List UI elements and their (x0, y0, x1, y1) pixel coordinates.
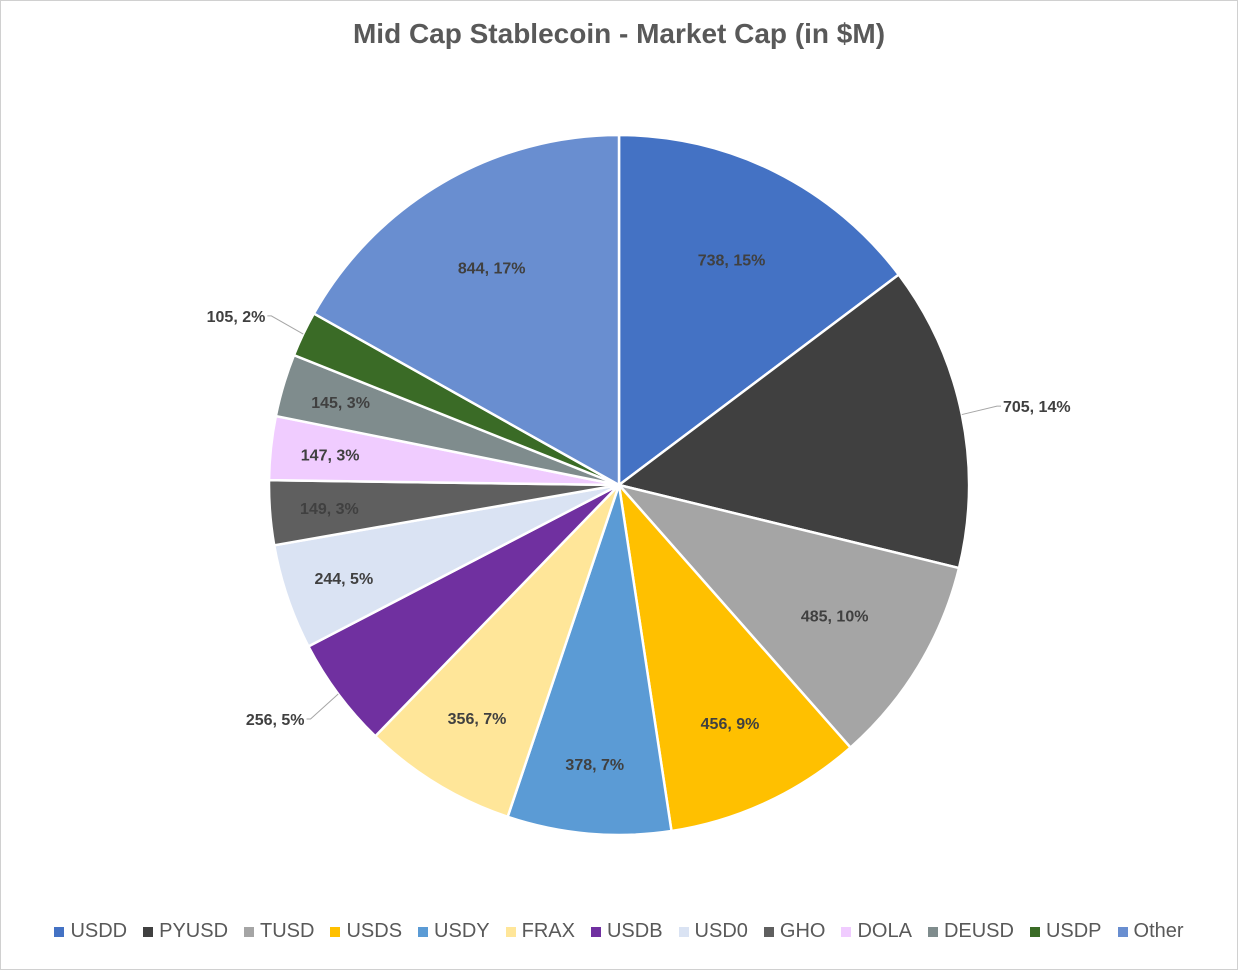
legend-label: DOLA (857, 920, 912, 942)
legend-label: Other (1133, 920, 1184, 942)
chart-title: Mid Cap Stablecoin - Market Cap (in $M) (352, 18, 886, 49)
legend-swatch (1117, 926, 1128, 937)
legend-item-frax: FRAX (505, 920, 575, 943)
legend-label: USDB (606, 920, 663, 942)
legend-item-gho: GHO (763, 920, 826, 943)
pie-slice-usdy (506, 484, 673, 837)
legend-label: USDS (346, 920, 403, 942)
legend-swatch (763, 926, 774, 937)
legend-swatch (678, 926, 689, 937)
pie-slice-usdd (617, 133, 901, 488)
legend-item-usdd: USDD (54, 920, 127, 943)
legend-label: USDD (70, 920, 128, 942)
legend-swatch (330, 926, 341, 937)
legend-swatch (244, 926, 255, 937)
legend-item-deusd: DEUSD (927, 920, 1014, 943)
legend-label: GHO (779, 920, 826, 942)
legend-swatch (590, 926, 601, 937)
legend-item-usdy: USDY (418, 920, 490, 943)
legend-swatch (54, 926, 65, 937)
legend-swatch (927, 926, 938, 937)
legend-label: PYUSD (159, 920, 229, 942)
data-label-dola: 147, 3% (301, 447, 360, 464)
legend-item-tusd: TUSD (244, 920, 314, 943)
legend-swatch (143, 926, 154, 937)
data-label-gho: 149, 3% (300, 501, 359, 518)
data-label-pyusd: 705, 14% (1003, 399, 1071, 416)
leader-line-usdb (306, 693, 339, 720)
legend-item-other: Other (1117, 920, 1184, 943)
data-label-other: 844, 17% (458, 261, 526, 278)
legend-item-usdp: USDP (1029, 920, 1102, 943)
pie-slice-tusd (615, 482, 961, 750)
data-label-usdy: 378, 7% (565, 757, 624, 774)
legend: USDD PYUSD TUSD USDS USDY FRAX USDB USD0 GHO DOLA… (0, 920, 1238, 943)
legend-label: DEUSD (943, 920, 1014, 942)
data-label-usd0: 244, 5% (314, 571, 373, 588)
legend-swatch (505, 926, 516, 937)
legend-label: FRAX (521, 920, 575, 942)
data-label-deusd: 145, 3% (311, 395, 370, 412)
data-label-usdp: 105, 2% (207, 309, 266, 326)
data-label-frax: 356, 7% (448, 711, 507, 728)
pie-slice-usds (617, 480, 853, 833)
legend-item-dola: DOLA (841, 920, 912, 943)
legend-swatch (418, 926, 429, 937)
legend-label: USDY (434, 920, 490, 942)
pie-slice-other (312, 133, 621, 488)
data-label-usdb: 256, 5% (246, 712, 305, 729)
legend-swatch (1029, 926, 1040, 937)
leader-line-pyusd (961, 405, 1001, 416)
data-label-usds: 456, 9% (701, 716, 760, 733)
legend-item-usd0: USD0 (678, 920, 748, 943)
legend-item-pyusd: PYUSD (143, 920, 228, 943)
legend-label: TUSD (260, 920, 315, 942)
legend-label: USDP (1045, 920, 1102, 942)
data-label-usdd: 738, 15% (698, 253, 766, 270)
pie-slice-frax (373, 484, 621, 819)
data-label-tusd: 485, 10% (801, 608, 869, 625)
legend-item-usdb: USDB (590, 920, 663, 943)
legend-label: USD0 (694, 920, 748, 942)
leader-line-usdp (267, 315, 304, 335)
legend-item-usds: USDS (330, 920, 402, 943)
legend-swatch (841, 926, 852, 937)
